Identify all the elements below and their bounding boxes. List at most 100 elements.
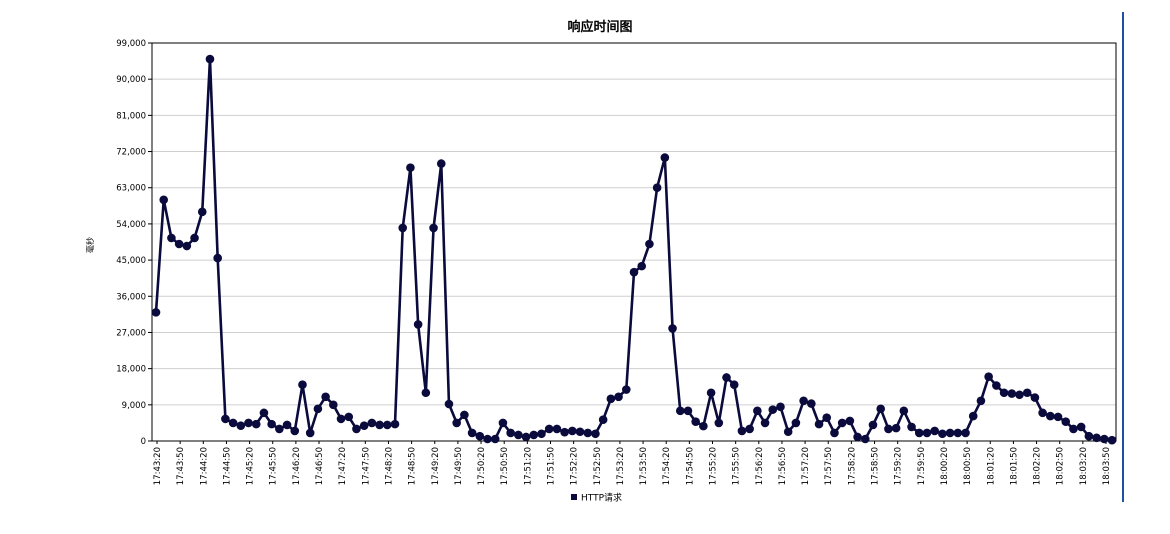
legend: HTTP请求 bbox=[571, 492, 622, 504]
data-point bbox=[776, 402, 785, 412]
data-point bbox=[760, 418, 770, 428]
data-point bbox=[860, 434, 870, 444]
data-point bbox=[390, 419, 400, 429]
data-point bbox=[922, 428, 932, 438]
data-point bbox=[275, 424, 284, 434]
data-point bbox=[490, 434, 500, 444]
data-point bbox=[652, 183, 662, 193]
data-point bbox=[159, 195, 169, 205]
x-tick-label: 17:46:50 bbox=[315, 447, 325, 485]
data-point bbox=[591, 429, 600, 439]
data-point bbox=[598, 415, 608, 424]
plot-frame bbox=[151, 42, 1117, 442]
data-point bbox=[768, 405, 778, 414]
data-point bbox=[329, 400, 338, 410]
x-tick-label: 17:46:20 bbox=[292, 447, 302, 485]
x-tick-label: 17:53:20 bbox=[616, 447, 626, 485]
x-tick-label: 17:59:20 bbox=[894, 447, 904, 485]
data-point bbox=[236, 421, 246, 431]
data-point bbox=[699, 421, 708, 431]
x-tick-label: 17:45:50 bbox=[269, 447, 279, 485]
x-tick-label: 17:47:50 bbox=[361, 447, 371, 485]
y-tick-labels: 0 9,000 18,000 27,000 36,000 45,000 54,000 63,0… bbox=[116, 39, 146, 447]
data-point bbox=[876, 404, 886, 414]
data-point bbox=[483, 434, 492, 444]
data-point bbox=[722, 373, 731, 382]
data-point bbox=[475, 431, 485, 441]
y-tick-label: 36,000 bbox=[116, 292, 146, 302]
x-tick-label: 18:02:50 bbox=[1056, 447, 1066, 485]
data-point bbox=[321, 392, 330, 402]
x-tick-label: 18:01:50 bbox=[1009, 447, 1019, 485]
data-point bbox=[1038, 408, 1047, 418]
y-tick-label: 0 bbox=[141, 437, 146, 447]
x-tick-label: 17:49:50 bbox=[454, 447, 464, 485]
data-point bbox=[938, 429, 947, 439]
data-point bbox=[1007, 389, 1017, 398]
data-point bbox=[621, 385, 631, 394]
data-point bbox=[305, 428, 315, 438]
data-point bbox=[460, 410, 469, 420]
data-point bbox=[467, 428, 477, 438]
data-point bbox=[691, 417, 700, 427]
data-point bbox=[190, 233, 199, 243]
data-point bbox=[537, 429, 546, 439]
x-tick-label: 17:43:20 bbox=[153, 447, 163, 485]
x-tick-label: 17:57:50 bbox=[824, 447, 834, 485]
data-point bbox=[244, 418, 253, 428]
data-point bbox=[421, 388, 431, 398]
data-point bbox=[783, 427, 793, 437]
data-point bbox=[992, 381, 1001, 390]
data-point bbox=[290, 426, 300, 436]
data-point bbox=[668, 324, 677, 333]
x-tick-label: 17:56:50 bbox=[778, 447, 788, 485]
x-tick-label: 17:43:50 bbox=[176, 447, 186, 485]
data-point bbox=[899, 406, 909, 416]
data-point bbox=[375, 420, 384, 430]
data-point bbox=[1092, 433, 1101, 443]
data-point bbox=[907, 422, 916, 432]
data-point bbox=[352, 424, 361, 434]
data-point bbox=[629, 267, 639, 277]
y-tick-label: 81,000 bbox=[116, 111, 146, 121]
y-tick-label: 45,000 bbox=[116, 256, 146, 266]
data-point bbox=[452, 418, 461, 428]
y-axis-label: 毫秒 bbox=[85, 237, 95, 253]
data-point bbox=[529, 430, 539, 440]
x-tick-label: 17:54:50 bbox=[685, 447, 695, 485]
x-tick-label: 17:50:50 bbox=[500, 447, 510, 485]
data-point bbox=[436, 159, 446, 168]
series-http bbox=[151, 54, 1117, 445]
data-point bbox=[884, 424, 893, 434]
data-point bbox=[205, 54, 215, 64]
legend-swatch bbox=[571, 494, 577, 500]
data-point bbox=[521, 432, 531, 442]
data-point bbox=[745, 424, 754, 434]
gridlines bbox=[152, 42, 1116, 406]
x-tick-label: 17:52:20 bbox=[570, 447, 580, 485]
x-tick-label: 17:44:20 bbox=[199, 447, 209, 485]
data-point bbox=[560, 427, 569, 437]
data-point bbox=[506, 428, 515, 438]
data-point bbox=[914, 428, 924, 438]
legend-label: HTTP请求 bbox=[581, 492, 622, 504]
data-point bbox=[1061, 417, 1071, 427]
data-point bbox=[298, 380, 307, 390]
data-point bbox=[953, 428, 963, 438]
x-tick-label: 17:59:50 bbox=[917, 447, 927, 485]
y-tick-label: 54,000 bbox=[116, 220, 146, 230]
data-point bbox=[976, 396, 986, 406]
data-point bbox=[213, 253, 222, 263]
x-tick-label: 17:58:20 bbox=[847, 447, 857, 485]
data-point bbox=[830, 428, 839, 438]
x-tick-label: 17:55:50 bbox=[732, 447, 742, 485]
data-point bbox=[984, 372, 993, 381]
data-point bbox=[606, 394, 616, 404]
x-tick-label: 17:56:20 bbox=[755, 447, 765, 485]
data-point bbox=[382, 420, 392, 430]
data-point bbox=[174, 239, 184, 249]
data-point bbox=[660, 153, 670, 162]
data-point bbox=[1107, 435, 1117, 445]
data-point bbox=[267, 419, 276, 429]
data-point bbox=[282, 420, 292, 430]
